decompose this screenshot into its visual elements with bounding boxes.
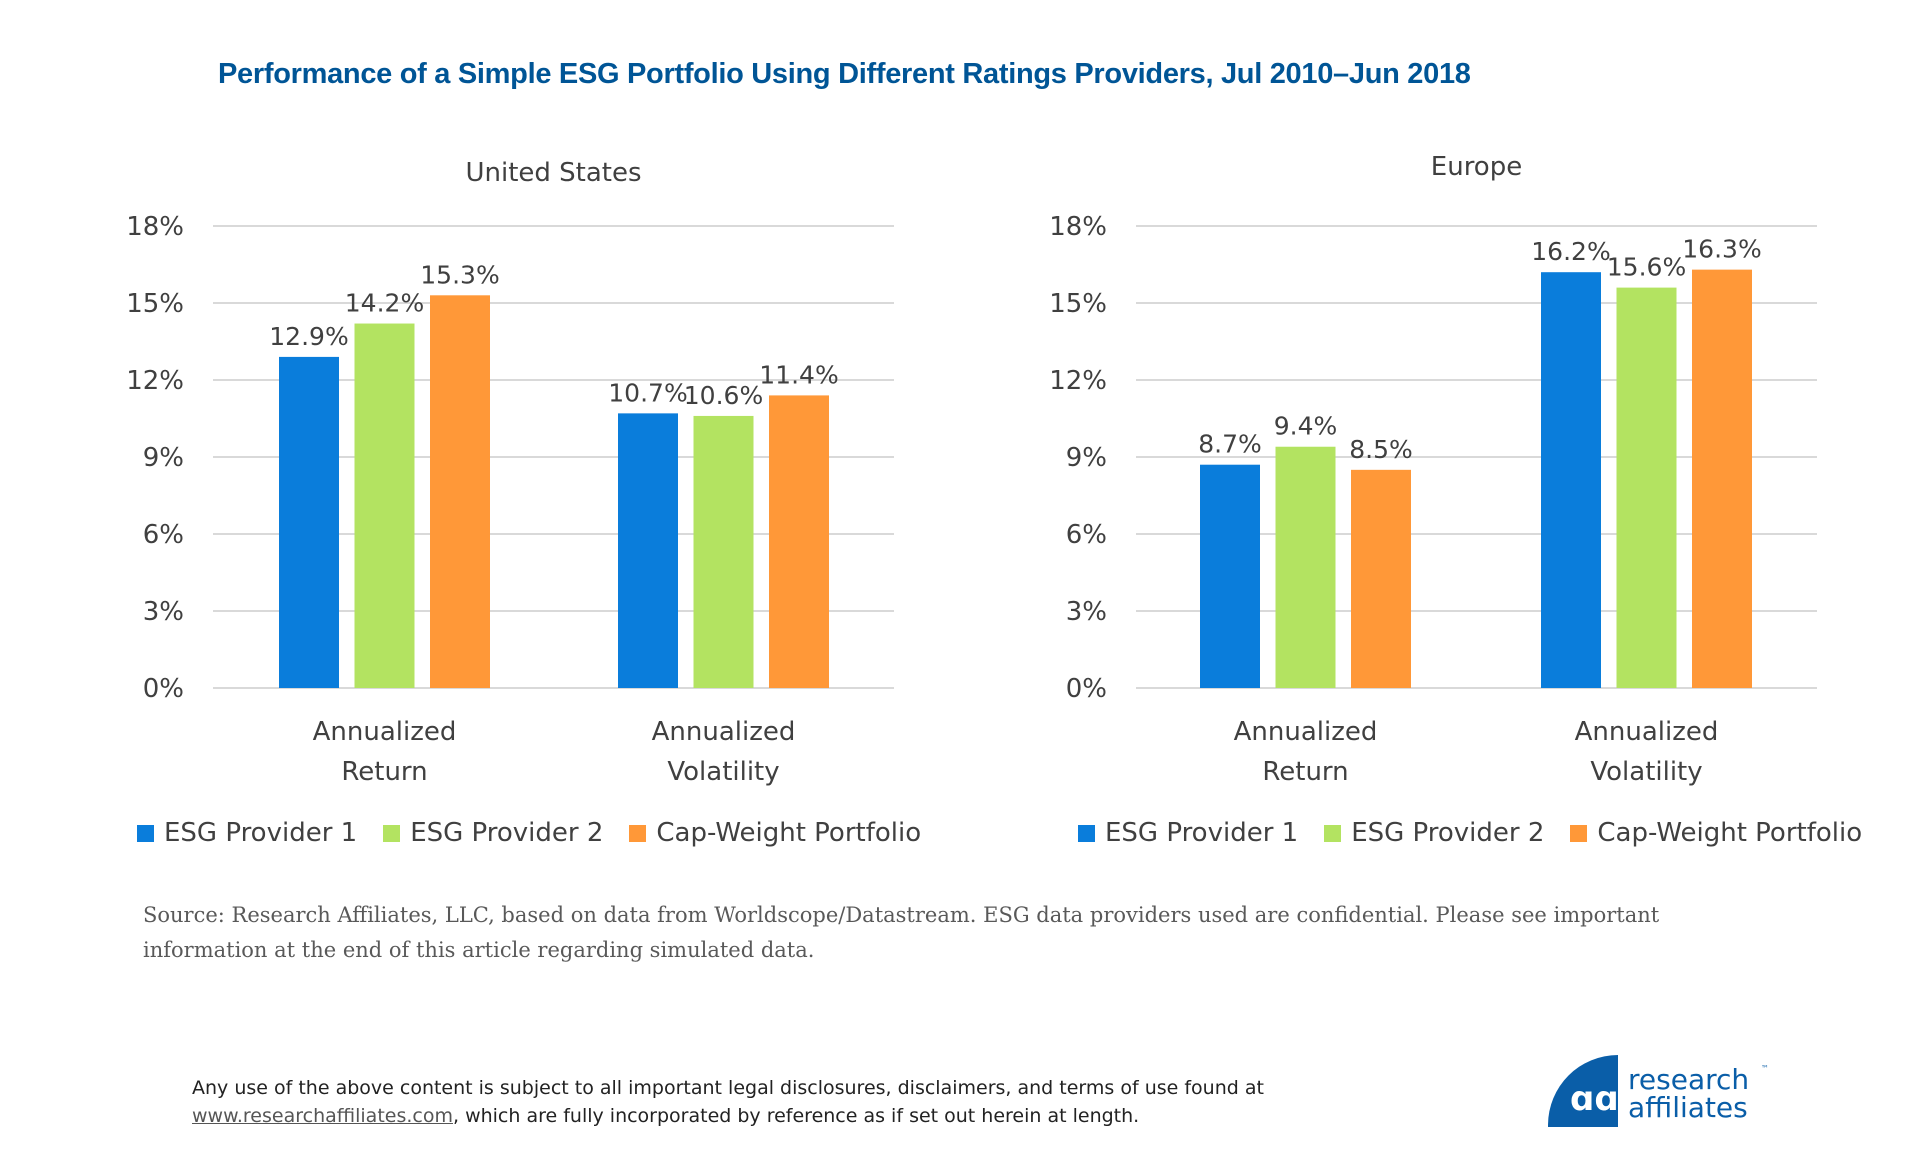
legend-swatch [1078,824,1095,842]
y-tick-label: 15% [1049,289,1107,319]
y-tick-label: 15% [126,289,184,319]
legend-label: ESG Provider 2 [1351,818,1545,848]
bar [1692,269,1752,688]
legend-item: ESG Provider 2 [383,818,603,848]
legend-label: ESG Provider 1 [164,818,358,848]
bar [279,356,339,688]
legend-swatch [383,824,401,842]
y-tick-label: 18% [1049,212,1107,242]
legend-item: Cap-Weight Portfolio [1570,818,1862,848]
y-tick-label: 18% [126,212,184,242]
bar [1351,469,1411,688]
data-label: 9.4% [1274,412,1338,441]
x-category-label: Return [1262,757,1348,787]
legend-swatch [1324,824,1342,842]
data-label: 8.5% [1349,435,1413,464]
data-label: 16.2% [1531,237,1610,266]
y-tick-label: 0% [1066,674,1107,704]
legend-item: ESG Provider 2 [1324,818,1544,848]
bar [1200,464,1260,688]
chart-title: Performance of a Simple ESG Portfolio Us… [218,58,1471,90]
legend-label: ESG Provider 2 [410,818,604,848]
y-tick-label: 9% [1066,443,1107,473]
x-category-label: Annualized [1234,717,1378,747]
legend-swatch [137,824,154,842]
data-label: 10.6% [684,381,763,410]
data-label: 15.3% [420,260,499,289]
legend-swatch [629,824,647,842]
y-tick-label: 0% [143,674,184,704]
panel-title: Europe [1431,152,1522,182]
bar [1275,446,1336,688]
y-tick-label: 12% [1049,366,1107,396]
bar [1616,287,1677,688]
svg-text:™: ™ [1761,1064,1769,1073]
logo-text-research: research [1628,1063,1749,1096]
legend-label: Cap-Weight Portfolio [1597,818,1863,848]
data-label: 15.6% [1607,253,1686,282]
legend-item: Cap-Weight Portfolio [629,818,921,848]
footer-line2: , which are fully incorporated by refere… [452,1105,1140,1127]
data-label: 11.4% [759,360,838,389]
x-category-label: Annualized [1575,717,1719,747]
legend-item: ESG Provider 1 [137,818,357,848]
logo-text-affiliates: affiliates [1628,1091,1748,1124]
x-category-label: Return [341,757,427,787]
bar [769,395,829,688]
y-tick-label: 9% [143,443,184,473]
bar [693,415,754,688]
legend-us: ESG Provider 1 ESG Provider 2 Cap-Weight P… [137,818,921,848]
legend-europe: ESG Provider 1 ESG Provider 2 Cap-Weight P… [1078,818,1862,848]
data-label: 14.2% [345,289,424,318]
footer-line1: Any use of the above content is subject … [192,1077,1264,1099]
legend-swatch [1570,824,1588,842]
x-category-label: Annualized [652,717,796,747]
legend-label: Cap-Weight Portfolio [656,818,922,848]
data-label: 16.3% [1682,235,1761,264]
x-category-label: Annualized [313,717,457,747]
y-tick-label: 3% [1066,597,1107,627]
legend-item: ESG Provider 1 [1078,818,1298,848]
panel-title: United States [465,158,641,188]
legend-label: ESG Provider 1 [1105,818,1299,848]
y-tick-label: 3% [143,597,184,627]
data-label: 10.7% [608,378,687,407]
bar [430,295,490,688]
data-label: 12.9% [269,322,348,351]
legal-footer: Any use of the above content is subject … [192,1074,1264,1130]
website-link[interactable]: www.researchaffiliates.com [192,1105,453,1127]
y-tick-label: 6% [143,520,184,550]
bar [354,323,415,688]
bar [618,413,678,688]
data-label: 8.7% [1198,430,1262,459]
x-category-label: Volatility [1590,757,1702,787]
bar [1541,272,1601,688]
y-tick-label: 12% [126,366,184,396]
svg-text:ɑɑ: ɑɑ [1570,1079,1619,1119]
research-affiliates-logo: ɑɑ research affiliates ™ [1548,1055,1769,1127]
x-category-label: Volatility [667,757,779,787]
y-tick-label: 6% [1066,520,1107,550]
source-note: Source: Research Affiliates, LLC, based … [143,903,1660,962]
